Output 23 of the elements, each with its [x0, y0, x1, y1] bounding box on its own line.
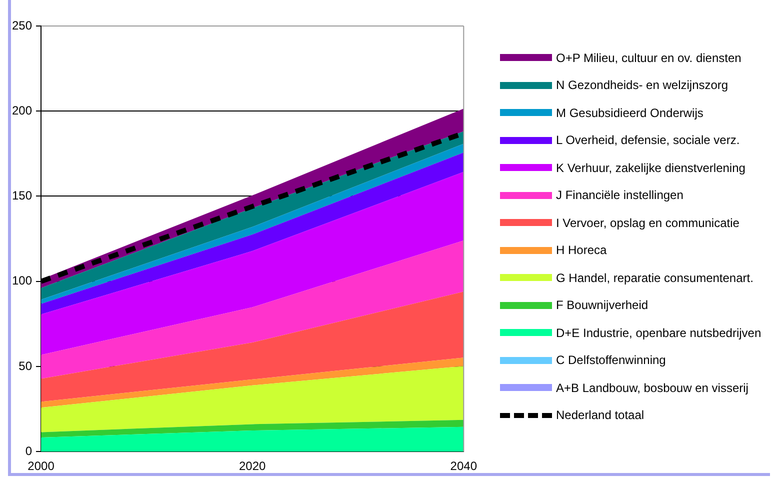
y-tick-label: 200	[12, 103, 32, 118]
legend-label: L Overheid, defensie, sociale verz.	[556, 133, 740, 148]
legend-label: D+E Industrie, openbare nutsbedrijven	[556, 326, 762, 340]
legend-label: G Handel, reparatie consumentenart.	[556, 270, 754, 285]
legend-label: F Bouwnijverheid	[556, 298, 648, 312]
x-tick-label: 2020	[238, 459, 266, 474]
legend-label: M Gesubsidieerd Onderwijs	[556, 106, 704, 120]
y-tick-label: 0	[25, 444, 32, 458]
x-tick-label: 2000	[28, 459, 55, 474]
x-tick-label: 2040	[450, 459, 478, 474]
legend-label: I Vervoer, opslag en communicatie	[556, 216, 740, 230]
legend-label: H Horeca	[556, 243, 607, 258]
legend-label: A+B Landbouw, bosbouw en visserij	[556, 380, 748, 395]
y-tick-label: 150	[12, 188, 32, 203]
legend-label: O+P Milieu, cultuur en ov. diensten	[556, 50, 742, 65]
legend-label: C Delfstoffenwinning	[556, 353, 666, 368]
y-tick-label: 100	[12, 274, 32, 288]
y-tick-label: 50	[18, 358, 32, 373]
legend-label: J Financiële instellingen	[556, 188, 684, 202]
y-tick-label: 250	[12, 18, 32, 32]
legend-label: K Verhuur, zakelijke dienstverlening	[556, 160, 746, 175]
legend-label: Nederland totaal	[556, 408, 644, 422]
legend-label: N Gezondheids- en welzijnszorg	[556, 78, 728, 92]
